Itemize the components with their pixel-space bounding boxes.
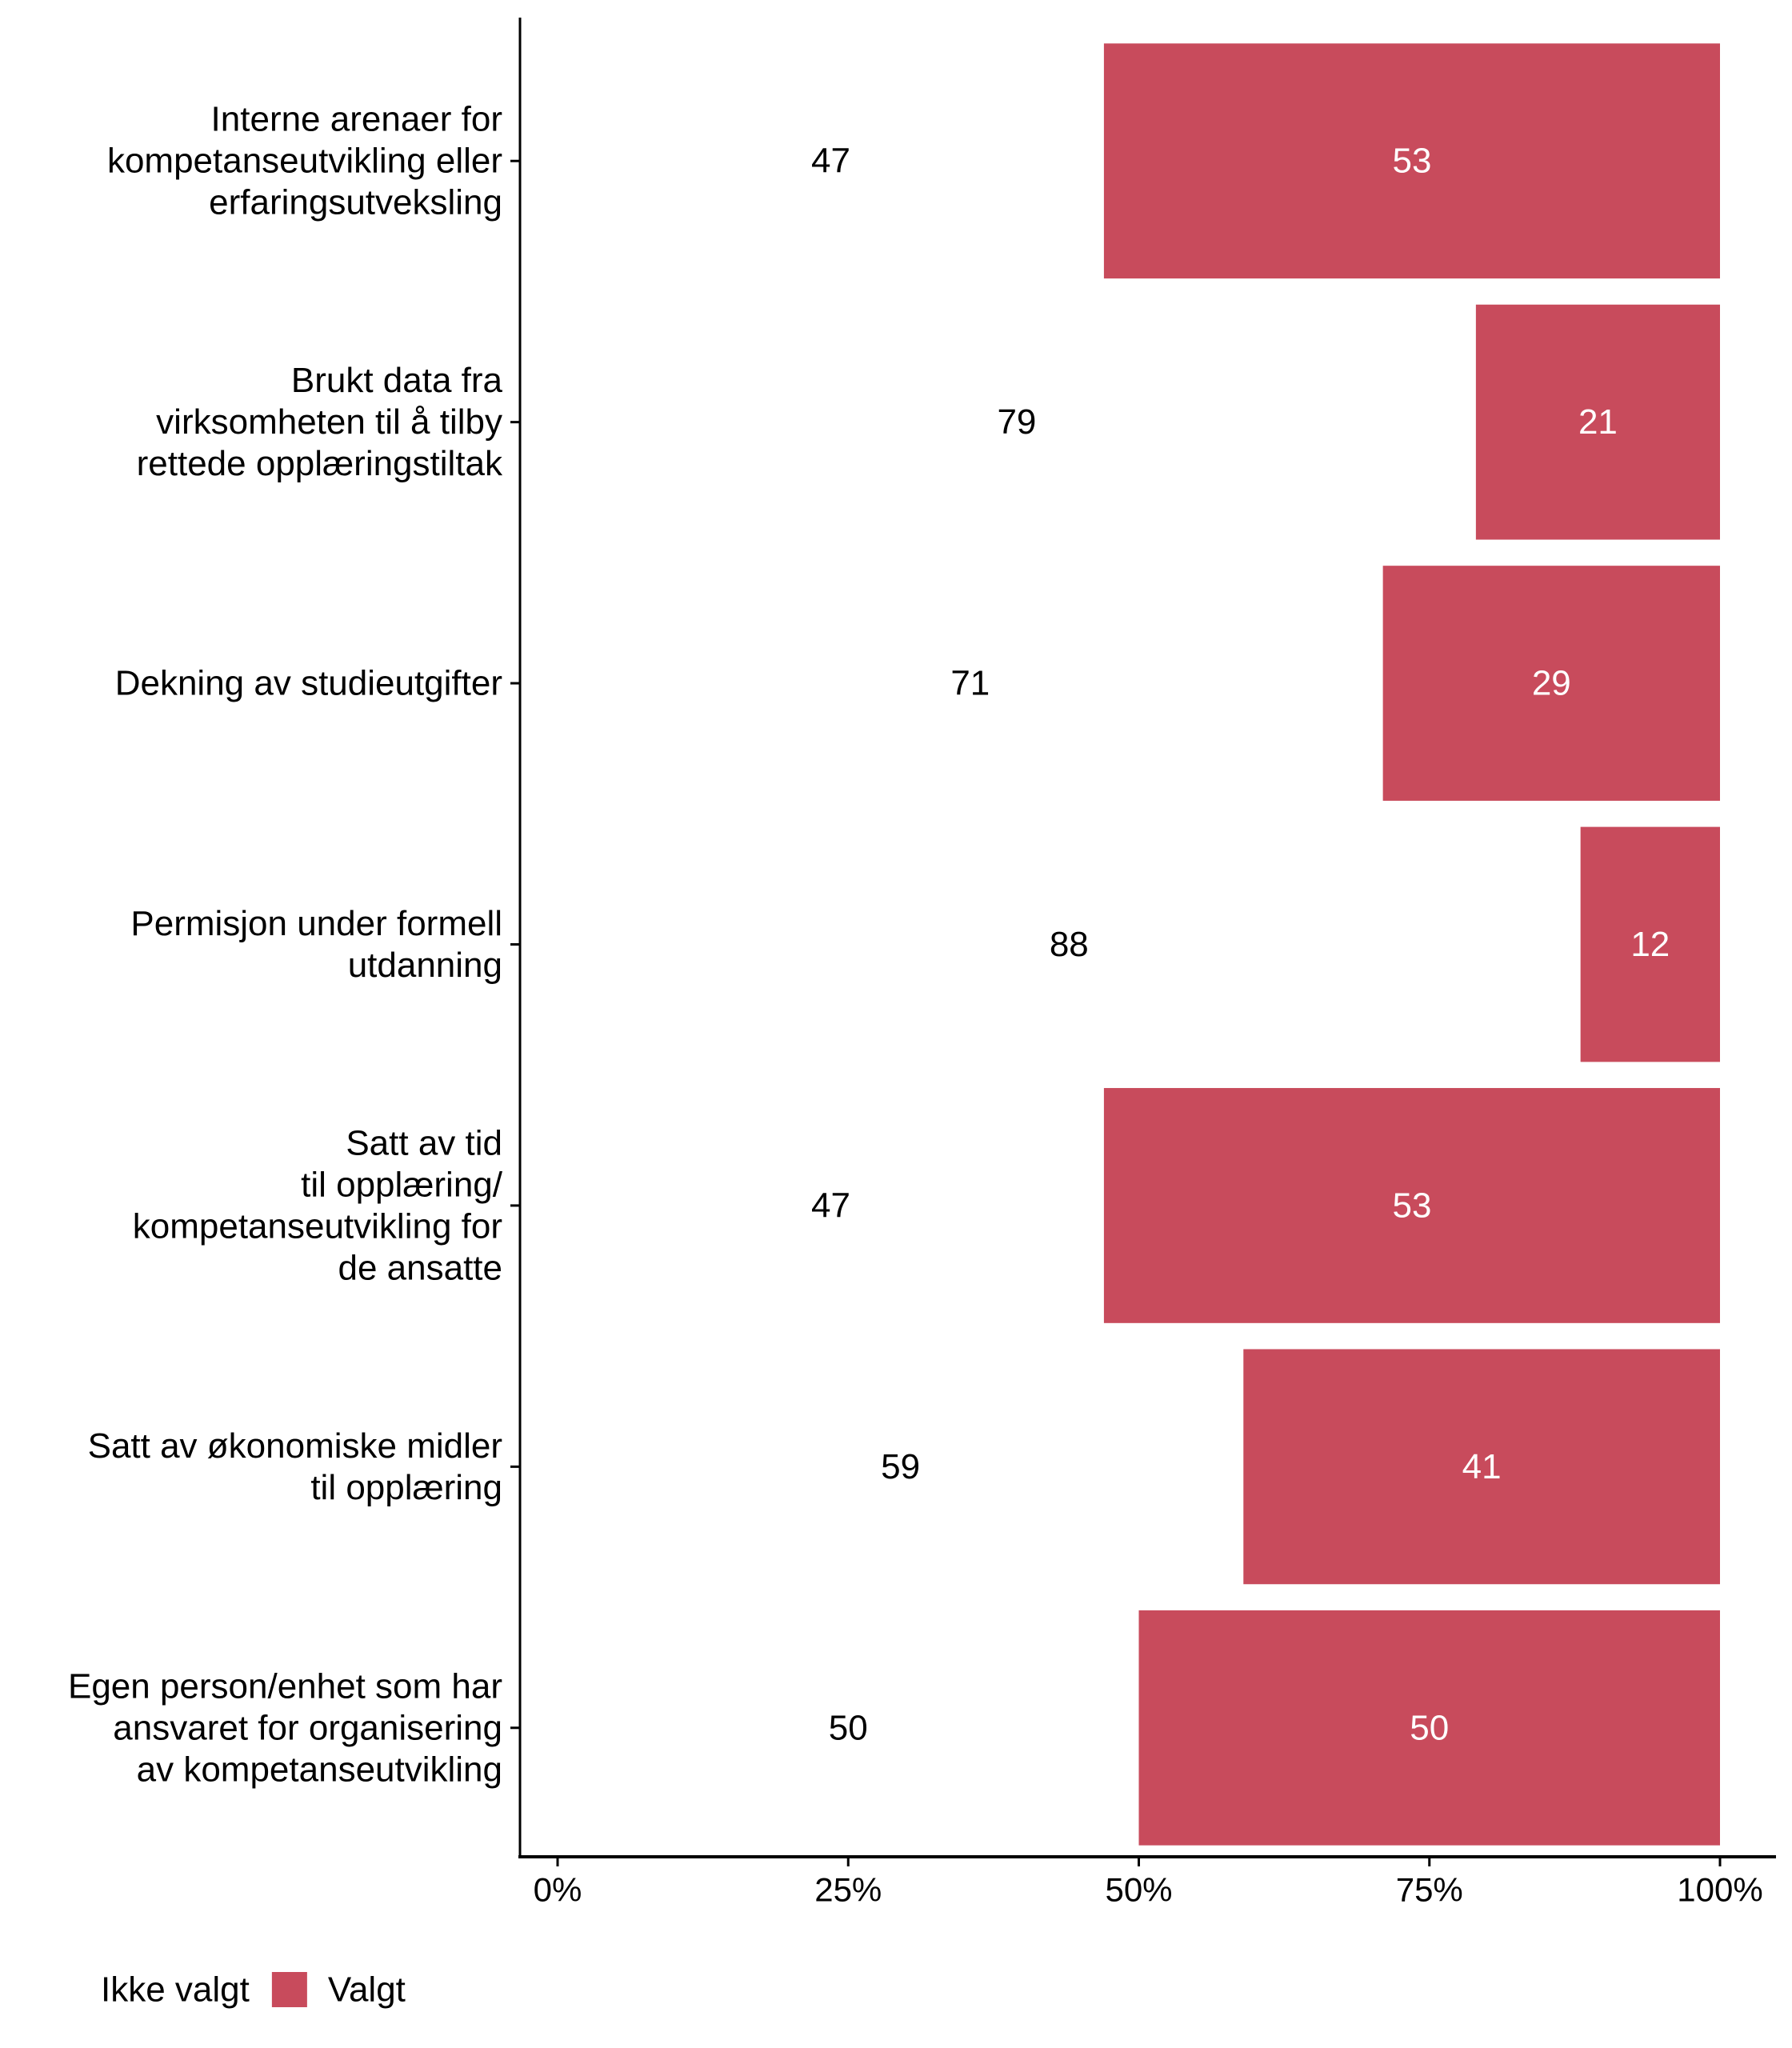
value-label-valgt-3: 12 <box>1630 925 1670 964</box>
x-tick-label-2: 50% <box>1105 1871 1172 1909</box>
axes-layer <box>510 18 1776 1858</box>
bar-valgt-5 <box>1243 1349 1720 1585</box>
category-label-0: Interne arenaer for kompetanseutvikling e… <box>107 100 502 222</box>
bar-valgt-4 <box>1103 1088 1720 1323</box>
bar-valgt-6 <box>1138 1610 1720 1846</box>
category-label-4: Satt av tid til opplæring/kompetanseutvik… <box>133 1123 503 1287</box>
value-label-ikke-valgt-2: 71 <box>950 664 990 703</box>
value-label-valgt-1: 21 <box>1578 402 1618 442</box>
x-tick-label-3: 75% <box>1396 1871 1463 1909</box>
value-label-valgt-4: 53 <box>1392 1186 1431 1225</box>
category-label-6: Egen person/enhet som har ansvaret for or… <box>68 1666 502 1789</box>
value-label-ikke-valgt-1: 79 <box>997 402 1036 442</box>
bar-valgt-0 <box>1103 43 1720 279</box>
value-label-valgt-5: 41 <box>1462 1447 1502 1486</box>
legend-label-0: Ikke valgt <box>101 1970 250 2010</box>
x-tick-label-0: 0% <box>534 1871 582 1909</box>
x-tick-label-1: 25% <box>814 1871 882 1909</box>
category-labels-layer: Interne arenaer for kompetanseutvikling e… <box>68 100 503 1790</box>
value-label-ikke-valgt-6: 50 <box>829 1708 868 1747</box>
bar-valgt-3 <box>1580 826 1720 1062</box>
bars-layer <box>1103 43 1720 1846</box>
value-label-valgt-6: 50 <box>1410 1708 1449 1747</box>
value-label-valgt-0: 53 <box>1392 142 1431 181</box>
legend-label-1: Valgt <box>328 1970 406 2010</box>
value-label-valgt-2: 29 <box>1532 664 1571 703</box>
x-tick-label-4: 100% <box>1677 1871 1762 1909</box>
value-label-ikke-valgt-4: 47 <box>811 1186 850 1225</box>
legend-swatch-1 <box>271 1972 307 2007</box>
legend: Ikke valgt Valgt <box>101 1970 406 2010</box>
category-label-5: Satt av økonomiske midler til opplæring <box>88 1426 502 1507</box>
value-label-ikke-valgt-0: 47 <box>811 142 850 181</box>
category-label-2: Dekning av studieutgifter <box>115 664 502 703</box>
x-ticks-layer: 0% 25% 50% 75% 100% <box>534 1858 1763 1909</box>
value-label-ikke-valgt-3: 88 <box>1050 925 1089 964</box>
category-label-1: Brukt data fra virksomheten til å tilby re… <box>137 361 503 483</box>
value-labels-layer: 47 53 79 21 71 29 88 12 47 53 59 41 50 50 <box>811 142 1670 1748</box>
category-label-3: Permisjon under formell utdanning <box>130 904 502 985</box>
bar-valgt-1 <box>1475 304 1720 540</box>
bar-valgt-2 <box>1382 566 1720 801</box>
value-label-ikke-valgt-5: 59 <box>881 1447 920 1486</box>
